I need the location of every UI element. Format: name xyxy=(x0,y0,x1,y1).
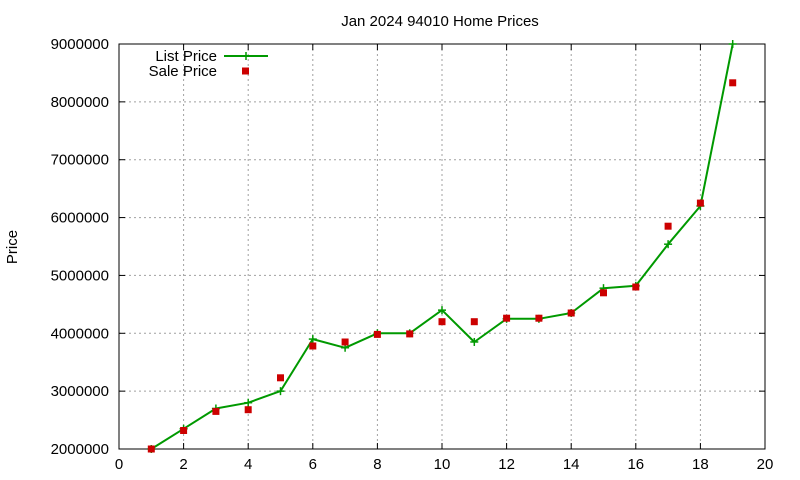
sale-price-point xyxy=(212,407,220,415)
sale-price-point xyxy=(696,199,704,207)
x-tick-label: 16 xyxy=(627,456,644,473)
legend-marker-sale-price xyxy=(242,67,249,75)
list-price-point xyxy=(728,40,737,48)
x-tick-label: 10 xyxy=(434,456,451,473)
sale-price-point xyxy=(147,445,155,453)
y-tick-label: 2000000 xyxy=(51,441,109,458)
y-tick-label: 4000000 xyxy=(51,325,109,342)
sale-price-point xyxy=(729,79,737,87)
sale-price-point xyxy=(664,222,672,230)
list-price-point xyxy=(276,387,285,396)
chart-title: Jan 2024 94010 Home Prices xyxy=(341,13,539,30)
y-axis-label: Price xyxy=(4,230,21,264)
sale-price-point xyxy=(470,318,478,326)
x-tick-label: 18 xyxy=(692,456,709,473)
x-tick-label: 6 xyxy=(309,456,317,473)
series-layer xyxy=(147,40,737,453)
list-price-point xyxy=(244,398,253,407)
y-tick-label: 6000000 xyxy=(51,210,109,227)
y-tick-label: 5000000 xyxy=(51,267,109,284)
sale-price-point xyxy=(503,314,511,322)
sale-price-point xyxy=(180,427,188,434)
x-tick-label: 14 xyxy=(563,456,580,473)
sale-price-point xyxy=(567,309,575,317)
y-axis: 2000000 3000000 4000000 5000000 6000000 70000… xyxy=(51,36,765,458)
legend-label-sale-price: Sale Price xyxy=(149,63,217,80)
sale-price-point xyxy=(373,330,381,338)
sale-price-point xyxy=(341,338,349,346)
sale-price-point xyxy=(600,289,607,297)
y-tick-label: 3000000 xyxy=(51,383,109,400)
legend: List Price Sale Price xyxy=(149,48,268,80)
list-price-point xyxy=(664,240,673,249)
legend-marker-list-price xyxy=(242,52,250,60)
x-tick-label: 20 xyxy=(757,456,774,473)
sale-price-point xyxy=(244,406,252,414)
sale-price-point xyxy=(535,314,543,322)
sale-price-point xyxy=(277,374,284,382)
x-tick-label: 4 xyxy=(244,456,252,473)
list-price-point xyxy=(308,335,317,344)
x-tick-label: 0 xyxy=(115,456,123,473)
x-tick-label: 2 xyxy=(179,456,187,473)
y-tick-label: 9000000 xyxy=(51,36,109,53)
legend-label-list-price: List Price xyxy=(155,48,217,65)
sale-price-point xyxy=(438,318,446,326)
list-price-point xyxy=(438,306,446,315)
x-tick-label: 12 xyxy=(498,456,515,473)
x-tick-label: 8 xyxy=(373,456,381,473)
y-tick-label: 8000000 xyxy=(51,94,109,111)
sale-price-point xyxy=(309,342,317,350)
list-price-point xyxy=(470,337,479,346)
y-tick-label: 7000000 xyxy=(51,152,109,169)
sale-price-point xyxy=(406,330,414,338)
sale-price-point xyxy=(632,283,640,291)
x-axis: 0 2 4 6 8 10 12 14 16 18 20 xyxy=(115,44,774,473)
